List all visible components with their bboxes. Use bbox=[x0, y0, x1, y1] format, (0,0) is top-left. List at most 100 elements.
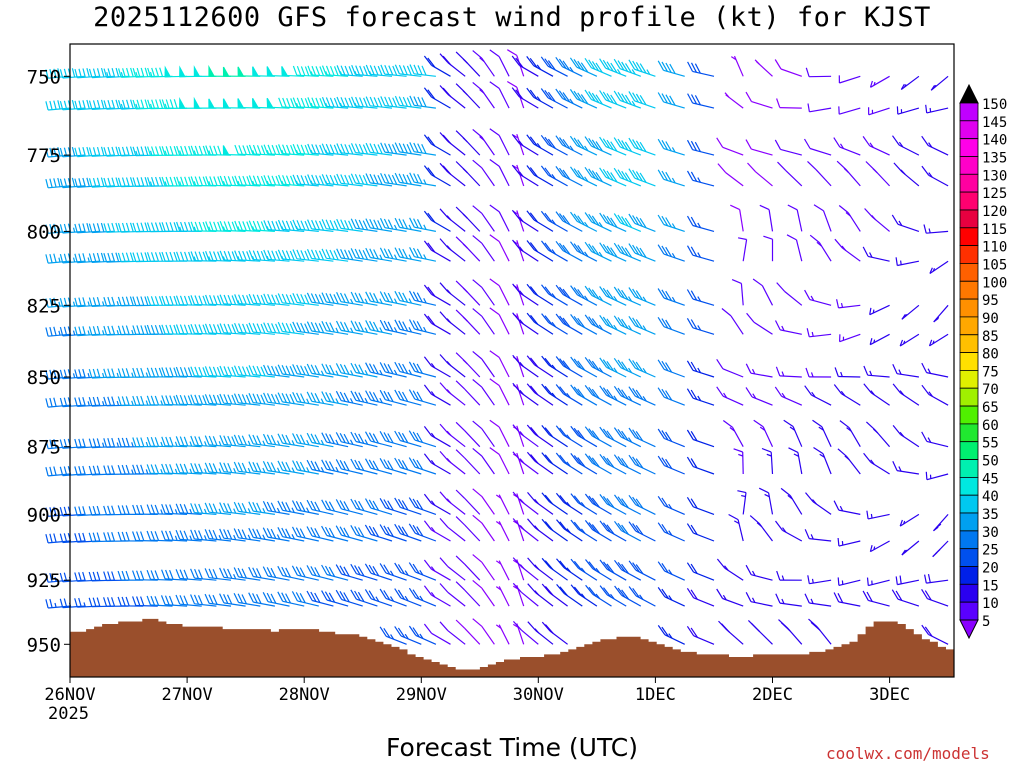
colorbar-label: 60 bbox=[982, 418, 999, 434]
wind-barb bbox=[783, 419, 803, 447]
wind-barb bbox=[472, 420, 495, 448]
wind-barb bbox=[455, 352, 481, 378]
wind-barb bbox=[541, 452, 568, 475]
wind-barb bbox=[439, 423, 466, 448]
wind-barb bbox=[350, 291, 378, 306]
wind-barb bbox=[394, 319, 422, 335]
x-tick-label: 2DEC bbox=[752, 685, 793, 705]
wind-barb bbox=[839, 420, 861, 448]
wind-barb bbox=[512, 519, 525, 542]
wind-barb bbox=[190, 366, 217, 378]
wind-barb bbox=[379, 319, 407, 335]
wind-barb bbox=[599, 58, 627, 77]
wind-barb bbox=[541, 557, 568, 581]
colorbar-label: 130 bbox=[982, 168, 1007, 184]
wind-barb bbox=[686, 429, 715, 448]
wind-barb bbox=[556, 584, 583, 607]
wind-barb bbox=[686, 215, 715, 232]
wind-barb bbox=[190, 323, 217, 335]
wind-barb bbox=[541, 284, 568, 306]
wind-barb bbox=[439, 491, 466, 515]
wind-barb bbox=[569, 89, 598, 109]
wind-barb bbox=[234, 144, 261, 156]
wind-barb bbox=[291, 591, 319, 607]
credit-link[interactable]: coolwx.com/models bbox=[826, 744, 990, 763]
wind-barb bbox=[321, 459, 349, 475]
wind-barb bbox=[190, 529, 217, 542]
wind-barb bbox=[657, 428, 685, 448]
wind-barb bbox=[306, 590, 334, 607]
wind-barb bbox=[745, 139, 773, 156]
wind-barb bbox=[472, 554, 495, 581]
wind-barb bbox=[780, 487, 803, 515]
wind-barb bbox=[394, 247, 422, 262]
wind-barb bbox=[321, 590, 349, 607]
wind-barb bbox=[394, 588, 422, 607]
wind-barb bbox=[865, 161, 891, 187]
wind-barb bbox=[869, 304, 890, 316]
wind-barb bbox=[277, 527, 305, 542]
wind-barb bbox=[439, 583, 466, 607]
wind-barb bbox=[526, 383, 554, 406]
wind-barb bbox=[423, 623, 451, 645]
wind-barb bbox=[925, 104, 949, 114]
wind-barb bbox=[511, 55, 539, 77]
wind-barb bbox=[511, 209, 539, 232]
wind-barb bbox=[350, 563, 378, 581]
wind-barb bbox=[103, 222, 129, 233]
wind-barb bbox=[599, 426, 627, 448]
wind-barb bbox=[555, 384, 583, 406]
wind-barb bbox=[423, 493, 451, 515]
wind-barb bbox=[248, 393, 275, 406]
wind-barb bbox=[599, 453, 627, 475]
wind-barb bbox=[868, 107, 890, 116]
wind-barb bbox=[455, 581, 481, 607]
colorbar-label: 45 bbox=[982, 471, 999, 487]
wind-barb bbox=[204, 366, 232, 378]
wind-barb bbox=[364, 498, 393, 515]
wind-barb bbox=[775, 520, 803, 542]
wind-barb bbox=[234, 250, 261, 262]
colorbar-label: 145 bbox=[982, 115, 1007, 131]
colorbar-swatch bbox=[959, 245, 979, 264]
wind-barb bbox=[423, 453, 451, 475]
wind-barb bbox=[747, 619, 773, 645]
wind-barb bbox=[292, 97, 319, 109]
wind-barb bbox=[584, 241, 612, 262]
wind-barb bbox=[394, 64, 422, 77]
wind-barb bbox=[472, 618, 495, 645]
wind-barb bbox=[628, 386, 656, 406]
wind-barb bbox=[489, 307, 510, 335]
wind-barb bbox=[628, 168, 656, 187]
wind-barb bbox=[365, 247, 393, 262]
wind-barb bbox=[833, 137, 861, 156]
wind-barb bbox=[455, 449, 481, 475]
wind-barb bbox=[291, 500, 319, 515]
wind-barb bbox=[204, 529, 232, 542]
wind-barb bbox=[774, 139, 802, 156]
wind-barb bbox=[408, 625, 437, 645]
wind-barb bbox=[423, 55, 451, 77]
colorbar-label: 85 bbox=[982, 329, 999, 345]
wind-barb bbox=[570, 519, 598, 542]
wind-barb bbox=[613, 427, 642, 448]
wind-barb bbox=[74, 297, 100, 308]
wind-barb bbox=[263, 144, 290, 156]
wind-barb bbox=[526, 87, 554, 109]
wind-barb bbox=[248, 501, 275, 515]
wind-barb bbox=[161, 295, 188, 306]
wind-barb bbox=[350, 320, 378, 335]
wind-barb bbox=[307, 174, 334, 187]
wind-barb bbox=[364, 431, 393, 448]
wind-barb bbox=[599, 520, 627, 542]
wind-barb bbox=[88, 532, 114, 543]
wind-barb bbox=[584, 212, 612, 232]
colorbar-label: 95 bbox=[982, 293, 999, 309]
x-axis-year: 2025 bbox=[48, 704, 89, 724]
wind-barb bbox=[439, 382, 466, 406]
wind-barb bbox=[248, 250, 275, 262]
wind-barb bbox=[248, 527, 275, 542]
wind-barb bbox=[455, 280, 481, 306]
wind-barb bbox=[292, 292, 319, 306]
wind-barb bbox=[892, 460, 919, 475]
